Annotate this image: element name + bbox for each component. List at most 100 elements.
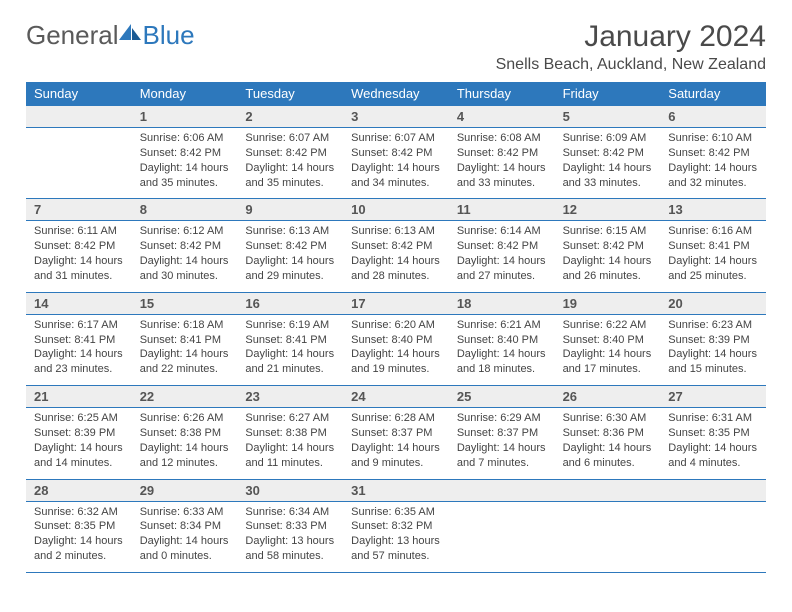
day-number-cell: 29 bbox=[132, 480, 238, 501]
day-number-cell bbox=[660, 480, 766, 501]
daylight-text: Daylight: 14 hours and 31 minutes. bbox=[34, 254, 124, 284]
daylight-text: Daylight: 14 hours and 9 minutes. bbox=[351, 441, 441, 471]
daylight-text: Daylight: 14 hours and 7 minutes. bbox=[457, 441, 547, 471]
week-daynum-row: 123456 bbox=[26, 106, 766, 128]
sunset-text: Sunset: 8:42 PM bbox=[351, 146, 441, 161]
day-details-cell: Sunrise: 6:11 AMSunset: 8:42 PMDaylight:… bbox=[26, 221, 132, 291]
daylight-text: Daylight: 13 hours and 58 minutes. bbox=[245, 534, 335, 564]
sunrise-text: Sunrise: 6:31 AM bbox=[668, 411, 758, 426]
day-details-cell: Sunrise: 6:18 AMSunset: 8:41 PMDaylight:… bbox=[132, 315, 238, 385]
sunrise-text: Sunrise: 6:06 AM bbox=[140, 131, 230, 146]
daylight-text: Daylight: 14 hours and 27 minutes. bbox=[457, 254, 547, 284]
dow-thursday: Thursday bbox=[449, 82, 555, 106]
daylight-text: Daylight: 14 hours and 34 minutes. bbox=[351, 161, 441, 191]
day-details-cell: Sunrise: 6:29 AMSunset: 8:37 PMDaylight:… bbox=[449, 408, 555, 478]
sunset-text: Sunset: 8:38 PM bbox=[140, 426, 230, 441]
day-number-cell: 26 bbox=[555, 386, 661, 407]
week-details-row: Sunrise: 6:25 AMSunset: 8:39 PMDaylight:… bbox=[26, 408, 766, 479]
day-number-cell: 16 bbox=[237, 293, 343, 314]
day-number-cell: 31 bbox=[343, 480, 449, 501]
daylight-text: Daylight: 14 hours and 22 minutes. bbox=[140, 347, 230, 377]
day-number-cell bbox=[555, 480, 661, 501]
daylight-text: Daylight: 14 hours and 12 minutes. bbox=[140, 441, 230, 471]
dow-saturday: Saturday bbox=[660, 82, 766, 106]
week-details-row: Sunrise: 6:11 AMSunset: 8:42 PMDaylight:… bbox=[26, 221, 766, 292]
day-number-cell: 21 bbox=[26, 386, 132, 407]
day-details-cell: Sunrise: 6:07 AMSunset: 8:42 PMDaylight:… bbox=[343, 128, 449, 198]
day-number-cell: 20 bbox=[660, 293, 766, 314]
daylight-text: Daylight: 14 hours and 21 minutes. bbox=[245, 347, 335, 377]
week-details-row: Sunrise: 6:06 AMSunset: 8:42 PMDaylight:… bbox=[26, 128, 766, 199]
daylight-text: Daylight: 14 hours and 25 minutes. bbox=[668, 254, 758, 284]
week-details-row: Sunrise: 6:32 AMSunset: 8:35 PMDaylight:… bbox=[26, 502, 766, 573]
sunrise-text: Sunrise: 6:35 AM bbox=[351, 505, 441, 520]
day-details-cell: Sunrise: 6:16 AMSunset: 8:41 PMDaylight:… bbox=[660, 221, 766, 291]
sunrise-text: Sunrise: 6:33 AM bbox=[140, 505, 230, 520]
day-details-cell: Sunrise: 6:23 AMSunset: 8:39 PMDaylight:… bbox=[660, 315, 766, 385]
logo-sail-icon bbox=[119, 24, 141, 40]
sunrise-text: Sunrise: 6:21 AM bbox=[457, 318, 547, 333]
sunrise-text: Sunrise: 6:14 AM bbox=[457, 224, 547, 239]
sunrise-text: Sunrise: 6:26 AM bbox=[140, 411, 230, 426]
page-title: January 2024 bbox=[496, 20, 766, 54]
sunrise-text: Sunrise: 6:17 AM bbox=[34, 318, 124, 333]
day-details-cell: Sunrise: 6:08 AMSunset: 8:42 PMDaylight:… bbox=[449, 128, 555, 198]
day-details-cell: Sunrise: 6:20 AMSunset: 8:40 PMDaylight:… bbox=[343, 315, 449, 385]
daylight-text: Daylight: 14 hours and 33 minutes. bbox=[457, 161, 547, 191]
day-number-cell: 1 bbox=[132, 106, 238, 127]
sunrise-text: Sunrise: 6:12 AM bbox=[140, 224, 230, 239]
week-daynum-row: 28293031 bbox=[26, 480, 766, 502]
sunset-text: Sunset: 8:35 PM bbox=[668, 426, 758, 441]
dow-sunday: Sunday bbox=[26, 82, 132, 106]
day-number-cell: 23 bbox=[237, 386, 343, 407]
day-number-cell: 4 bbox=[449, 106, 555, 127]
sunset-text: Sunset: 8:42 PM bbox=[668, 146, 758, 161]
daylight-text: Daylight: 14 hours and 14 minutes. bbox=[34, 441, 124, 471]
sunrise-text: Sunrise: 6:30 AM bbox=[563, 411, 653, 426]
sunset-text: Sunset: 8:41 PM bbox=[34, 333, 124, 348]
daylight-text: Daylight: 14 hours and 30 minutes. bbox=[140, 254, 230, 284]
day-number-cell: 14 bbox=[26, 293, 132, 314]
daylight-text: Daylight: 13 hours and 57 minutes. bbox=[351, 534, 441, 564]
day-number-cell: 30 bbox=[237, 480, 343, 501]
daylight-text: Daylight: 14 hours and 29 minutes. bbox=[245, 254, 335, 284]
week-details-row: Sunrise: 6:17 AMSunset: 8:41 PMDaylight:… bbox=[26, 315, 766, 386]
sunset-text: Sunset: 8:42 PM bbox=[245, 239, 335, 254]
day-details-cell: Sunrise: 6:31 AMSunset: 8:35 PMDaylight:… bbox=[660, 408, 766, 478]
day-details-cell: Sunrise: 6:27 AMSunset: 8:38 PMDaylight:… bbox=[237, 408, 343, 478]
sunset-text: Sunset: 8:37 PM bbox=[351, 426, 441, 441]
day-details-cell: Sunrise: 6:25 AMSunset: 8:39 PMDaylight:… bbox=[26, 408, 132, 478]
sunset-text: Sunset: 8:40 PM bbox=[351, 333, 441, 348]
header: General Blue January 2024 Snells Beach, … bbox=[26, 20, 766, 74]
sunset-text: Sunset: 8:42 PM bbox=[34, 239, 124, 254]
day-details-cell: Sunrise: 6:13 AMSunset: 8:42 PMDaylight:… bbox=[343, 221, 449, 291]
sunrise-text: Sunrise: 6:16 AM bbox=[668, 224, 758, 239]
day-number-cell: 2 bbox=[237, 106, 343, 127]
day-number-cell: 9 bbox=[237, 199, 343, 220]
brand-logo: General Blue bbox=[26, 20, 195, 51]
sunset-text: Sunset: 8:42 PM bbox=[457, 239, 547, 254]
sunset-text: Sunset: 8:35 PM bbox=[34, 519, 124, 534]
daylight-text: Daylight: 14 hours and 35 minutes. bbox=[140, 161, 230, 191]
sunset-text: Sunset: 8:42 PM bbox=[245, 146, 335, 161]
sunset-text: Sunset: 8:33 PM bbox=[245, 519, 335, 534]
day-details-cell: Sunrise: 6:33 AMSunset: 8:34 PMDaylight:… bbox=[132, 502, 238, 572]
day-number-cell: 10 bbox=[343, 199, 449, 220]
sunrise-text: Sunrise: 6:07 AM bbox=[351, 131, 441, 146]
sunrise-text: Sunrise: 6:13 AM bbox=[245, 224, 335, 239]
day-details-cell: Sunrise: 6:19 AMSunset: 8:41 PMDaylight:… bbox=[237, 315, 343, 385]
day-number-cell: 11 bbox=[449, 199, 555, 220]
daylight-text: Daylight: 14 hours and 23 minutes. bbox=[34, 347, 124, 377]
daylight-text: Daylight: 14 hours and 2 minutes. bbox=[34, 534, 124, 564]
day-number-cell: 19 bbox=[555, 293, 661, 314]
calendar: Sunday Monday Tuesday Wednesday Thursday… bbox=[26, 82, 766, 573]
day-details-cell: Sunrise: 6:09 AMSunset: 8:42 PMDaylight:… bbox=[555, 128, 661, 198]
day-number-cell: 5 bbox=[555, 106, 661, 127]
day-details-cell: Sunrise: 6:22 AMSunset: 8:40 PMDaylight:… bbox=[555, 315, 661, 385]
dow-tuesday: Tuesday bbox=[237, 82, 343, 106]
sunset-text: Sunset: 8:37 PM bbox=[457, 426, 547, 441]
sunrise-text: Sunrise: 6:10 AM bbox=[668, 131, 758, 146]
day-number-cell: 12 bbox=[555, 199, 661, 220]
week-daynum-row: 14151617181920 bbox=[26, 293, 766, 315]
day-details-cell: Sunrise: 6:21 AMSunset: 8:40 PMDaylight:… bbox=[449, 315, 555, 385]
